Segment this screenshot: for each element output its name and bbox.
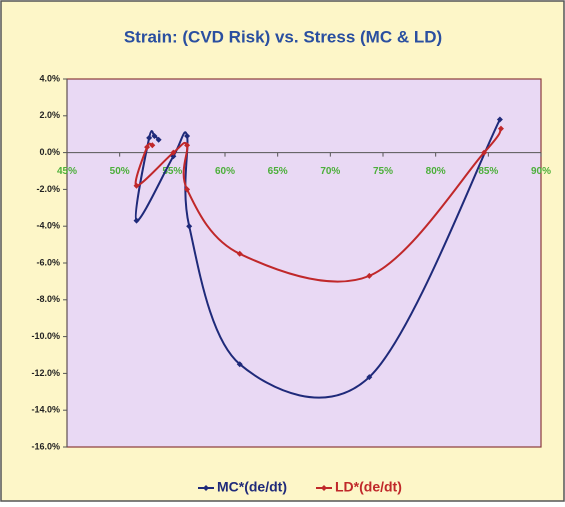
- y-tick-label: 2.0%: [39, 110, 60, 120]
- x-tick-label: 80%: [426, 166, 446, 177]
- y-tick-label: 4.0%: [39, 73, 60, 83]
- data-point: [184, 133, 191, 140]
- y-tick-label: -8.0%: [36, 294, 60, 304]
- data-point: [366, 272, 373, 279]
- data-point: [186, 223, 193, 230]
- data-point: [133, 182, 140, 189]
- x-tick-label: 90%: [531, 166, 551, 177]
- data-point: [184, 186, 191, 193]
- data-point: [366, 374, 373, 381]
- data-point: [151, 133, 158, 140]
- data-point: [496, 116, 503, 123]
- data-point: [236, 250, 243, 257]
- legend-marker: [203, 485, 209, 491]
- y-tick-label: -12.0%: [31, 368, 60, 378]
- y-tick-label: 0.0%: [39, 147, 60, 157]
- data-point: [497, 125, 504, 132]
- y-tick-label: -16.0%: [31, 441, 60, 451]
- y-tick-label: -14.0%: [31, 405, 60, 415]
- y-tick-label: -10.0%: [31, 331, 60, 341]
- x-tick-label: 85%: [478, 166, 498, 177]
- x-tick-label: 45%: [57, 166, 77, 177]
- x-tick-label: 70%: [320, 166, 340, 177]
- data-point: [184, 142, 191, 149]
- data-point: [155, 136, 162, 143]
- data-point: [170, 149, 177, 156]
- plot-area: [66, 78, 542, 448]
- y-tick-label: -6.0%: [36, 257, 60, 267]
- x-tick-label: 75%: [373, 166, 393, 177]
- y-tick-label: -2.0%: [36, 184, 60, 194]
- data-point: [146, 134, 153, 141]
- data-point: [149, 142, 156, 149]
- y-tick-label: -4.0%: [36, 221, 60, 231]
- data-point: [481, 149, 488, 156]
- legend-marker: [321, 485, 327, 491]
- legend-label: LD*(de/dt): [335, 479, 402, 495]
- chart-title: Strain: (CVD Risk) vs. Stress (MC & LD): [124, 27, 442, 46]
- data-point: [133, 217, 140, 224]
- x-tick-label: 55%: [162, 166, 182, 177]
- x-tick-label: 60%: [215, 166, 235, 177]
- legend-label: MC*(de/dt): [217, 479, 287, 495]
- x-tick-label: 50%: [110, 166, 130, 177]
- data-point: [236, 361, 243, 368]
- x-tick-label: 65%: [268, 166, 288, 177]
- data-point: [144, 144, 151, 151]
